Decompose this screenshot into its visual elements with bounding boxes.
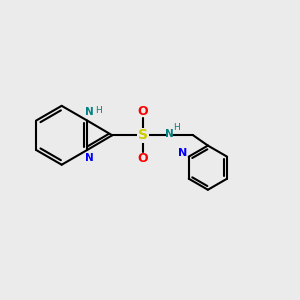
Text: H: H [173,122,180,131]
Text: H: H [95,106,102,115]
Text: N: N [85,153,94,163]
Text: N: N [178,148,187,158]
Text: S: S [138,128,148,142]
Text: N: N [165,129,174,139]
Text: O: O [138,152,148,165]
Text: O: O [138,105,148,118]
Text: N: N [85,107,94,117]
